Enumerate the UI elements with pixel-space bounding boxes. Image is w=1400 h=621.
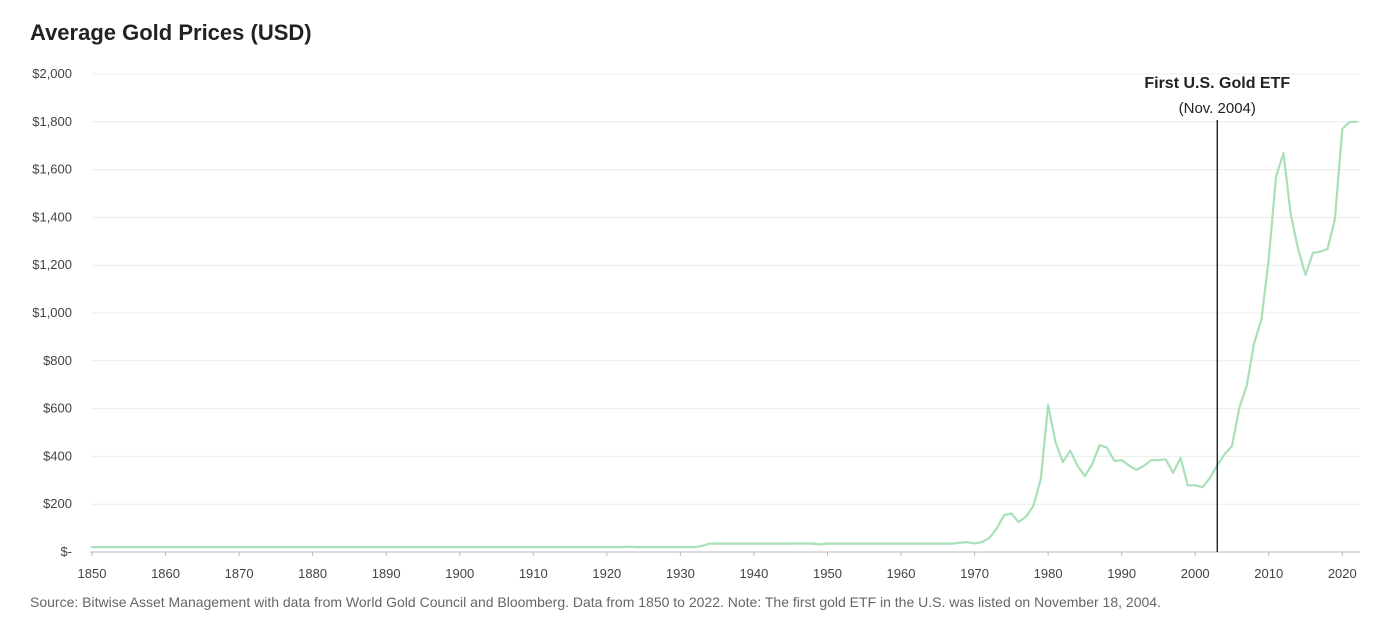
etf-annotation: First U.S. Gold ETF (Nov. 2004)	[1144, 75, 1290, 552]
series-layer	[90, 120, 1359, 549]
y-tick-label: $1,000	[32, 305, 72, 320]
x-tick-label: 1860	[151, 566, 180, 581]
x-tick-label: 1900	[445, 566, 474, 581]
y-tick-label: $800	[43, 353, 72, 368]
x-tick-label: 1930	[666, 566, 695, 581]
x-tick-label: 1980	[1034, 566, 1063, 581]
x-tick-label: 1890	[372, 566, 401, 581]
y-tick-label: $1,400	[32, 209, 72, 224]
x-tick-label: 1950	[813, 566, 842, 581]
y-tick-label: $1,800	[32, 114, 72, 129]
etf-annotation-title: First U.S. Gold ETF	[1144, 75, 1290, 92]
x-tick-label: 1880	[298, 566, 327, 581]
y-axis-ticks: $- $200 $400 $600 $800 $1,000 $1,200 $1,400 $1,6…	[32, 66, 72, 559]
x-axis-ticks: 1850 1860 1870 1880 1890 1900 1910 1920 1930 1940…	[78, 551, 1360, 581]
x-tick-label: 2010	[1254, 566, 1283, 581]
x-tick-label: 1920	[592, 566, 621, 581]
x-tick-label: 2020	[1328, 566, 1357, 581]
x-tick-label: 1910	[519, 566, 548, 581]
series-line	[90, 120, 1359, 549]
y-tick-label: $1,600	[32, 162, 72, 177]
y-tick-label: $1,200	[32, 257, 72, 272]
y-tick-label: $200	[43, 496, 72, 511]
y-tick-label: $400	[43, 448, 72, 463]
x-tick-label: 1990	[1107, 566, 1136, 581]
x-tick-label: 1940	[739, 566, 768, 581]
x-tick-label: 2000	[1181, 566, 1210, 581]
x-tick-label: 1970	[960, 566, 989, 581]
x-tick-label: 1960	[887, 566, 916, 581]
grid-lines	[92, 73, 1360, 505]
x-tick-label: 1850	[78, 566, 107, 581]
etf-annotation-subtitle: (Nov. 2004)	[1179, 100, 1256, 117]
x-tick-label: 1870	[225, 566, 254, 581]
source-note: Source: Bitwise Asset Management with da…	[30, 594, 1161, 610]
chart-title: Average Gold Prices (USD)	[30, 20, 312, 45]
y-tick-label: $-	[60, 544, 72, 559]
y-tick-label: $600	[43, 401, 72, 416]
y-tick-label: $2,000	[32, 66, 72, 81]
